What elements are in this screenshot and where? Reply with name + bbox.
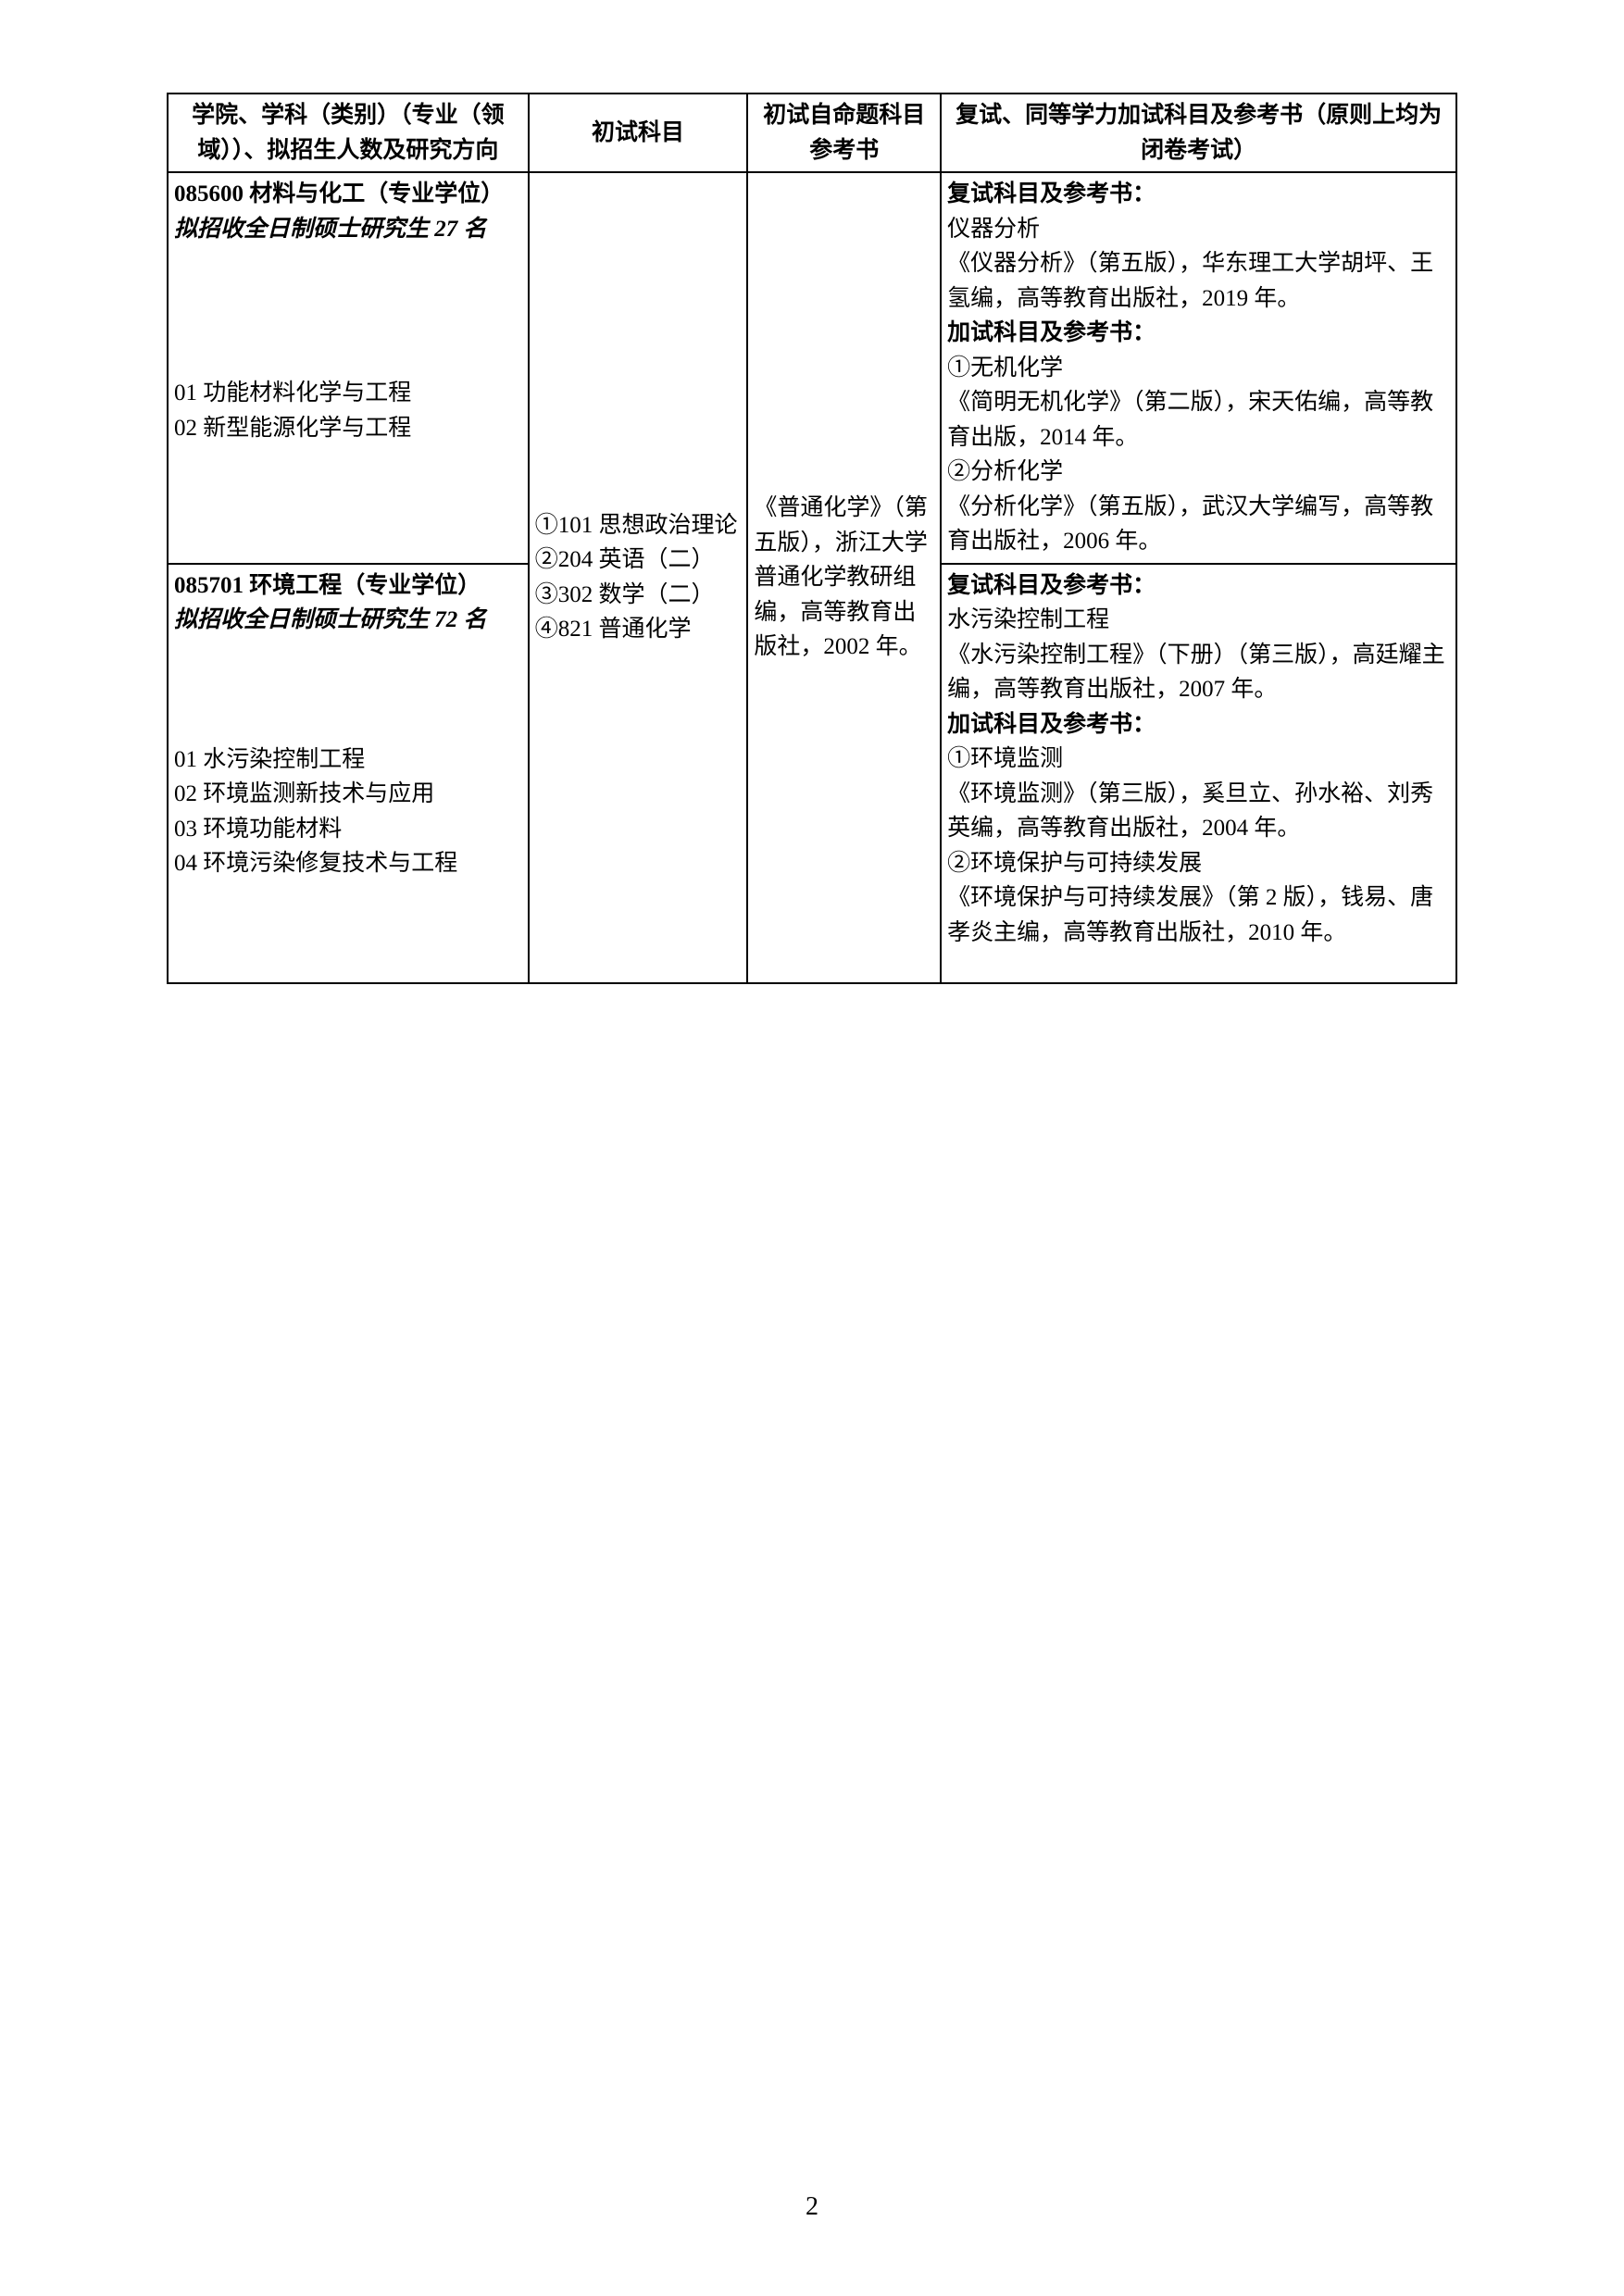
retest2-item1-text: 《环境监测》（第三版），奚旦立、孙水裕、刘秀英编，高等教育出版社，2004 年。 xyxy=(947,781,1433,842)
program2-title-cell: 085701 环境工程（专业学位） 拟招收全日制硕士研究生 72 名 xyxy=(168,564,529,642)
retest2-cell: 复试科目及参考书： 水污染控制工程 《水污染控制工程》（下册）（第三版），高廷耀… xyxy=(941,564,1456,983)
program1-title-cell: 085600 材料与化工（专业学位） 拟招收全日制硕士研究生 27 名 xyxy=(168,172,529,259)
retest1-item2-title: ②分析化学 xyxy=(947,459,1063,484)
program2-subtitle: 拟招收全日制硕士研究生 72 名 xyxy=(174,607,487,632)
retest1-item1-text: 《简明无机化学》（第二版），宋天佑编，高等教育出版，2014 年。 xyxy=(947,390,1433,450)
reference-books: 《普通化学》（第五版），浙江大学普通化学教研组编，高等教育出版社，2002 年。 xyxy=(754,495,928,659)
retest2-item2-text: 《环境保护与可持续发展》（第 2 版），钱易、唐孝炎主编，高等教育出版社，201… xyxy=(947,885,1433,945)
header-col4: 复试、同等学力加试科目及参考书（原则上均为闭卷考试） xyxy=(941,94,1456,172)
retest2-item2-title: ②环境保护与可持续发展 xyxy=(947,851,1202,876)
exam-subjects: ①101 思想政治理论②204 英语（二）③302 数学（二）④821 普通化学 xyxy=(535,513,738,643)
program1-directions-cell: 01 功能材料化学与工程02 新型能源化学与工程 xyxy=(168,259,529,564)
program1-title: 085600 材料与化工（专业学位） xyxy=(174,181,504,206)
catalog-table: 学院、学科（类别）（专业（领域））、拟招生人数及研究方向 初试科目 初试自命题科… xyxy=(167,93,1457,984)
retest1-line1: 仪器分析 xyxy=(947,217,1040,242)
retest2-item1-title: ①环境监测 xyxy=(947,746,1063,771)
header-col2: 初试科目 xyxy=(529,94,748,172)
header-col1: 学院、学科（类别）（专业（领域））、拟招生人数及研究方向 xyxy=(168,94,529,172)
retest1-title: 复试科目及参考书： xyxy=(947,181,1156,206)
retest2-line1: 水污染控制工程 xyxy=(947,607,1109,632)
retest1-item2-text: 《分析化学》（第五版），武汉大学编写，高等教育出版社，2006 年。 xyxy=(947,494,1433,555)
header-col3: 初试自命题科目参考书 xyxy=(747,94,941,172)
retest1-addtest-title: 加试科目及参考书： xyxy=(947,320,1156,345)
program1-directions: 01 功能材料化学与工程02 新型能源化学与工程 xyxy=(174,381,411,441)
table-header-row: 学院、学科（类别）（专业（领域））、拟招生人数及研究方向 初试科目 初试自命题科… xyxy=(168,94,1456,172)
program2-directions-cell: 01 水污染控制工程02 环境监测新技术与应用03 环境功能材料04 环境污染修… xyxy=(168,642,529,983)
page-container: 学院、学科（类别）（专业（领域））、拟招生人数及研究方向 初试科目 初试自命题科… xyxy=(0,0,1624,1040)
retest2-line2: 《水污染控制工程》（下册）（第三版），高廷耀主编，高等教育出版社，2007 年。 xyxy=(947,643,1445,703)
retest2-title: 复试科目及参考书： xyxy=(947,573,1156,598)
retest1-item1-title: ①无机化学 xyxy=(947,356,1063,381)
table-row: 085600 材料与化工（专业学位） 拟招收全日制硕士研究生 27 名 ①101… xyxy=(168,172,1456,259)
program2-title: 085701 环境工程（专业学位） xyxy=(174,573,481,598)
program1-subtitle: 拟招收全日制硕士研究生 27 名 xyxy=(174,217,487,242)
reference-books-cell: 《普通化学》（第五版），浙江大学普通化学教研组编，高等教育出版社，2002 年。 xyxy=(747,172,941,983)
retest1-cell: 复试科目及参考书： 仪器分析 《仪器分析》（第五版），华东理工大学胡坪、王氢编，… xyxy=(941,172,1456,564)
retest2-addtest-title: 加试科目及参考书： xyxy=(947,712,1156,737)
exam-subjects-cell: ①101 思想政治理论②204 英语（二）③302 数学（二）④821 普通化学 xyxy=(529,172,748,983)
page-number: 2 xyxy=(0,2192,1624,2222)
program2-directions: 01 水污染控制工程02 环境监测新技术与应用03 环境功能材料04 环境污染修… xyxy=(174,747,457,877)
retest1-line2: 《仪器分析》（第五版），华东理工大学胡坪、王氢编，高等教育出版社，2019 年。 xyxy=(947,251,1433,311)
